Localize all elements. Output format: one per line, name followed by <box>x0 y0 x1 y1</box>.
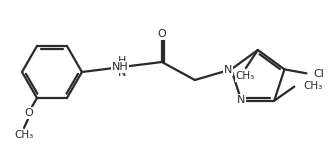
Text: Cl: Cl <box>314 69 324 79</box>
Text: H
N: H N <box>118 56 126 78</box>
Text: NH: NH <box>112 62 128 72</box>
Text: CH₃: CH₃ <box>235 71 255 81</box>
Text: CH₃: CH₃ <box>14 130 33 140</box>
Text: CH₃: CH₃ <box>303 81 322 91</box>
Text: N: N <box>237 95 246 105</box>
Text: O: O <box>157 29 166 39</box>
Text: N: N <box>224 65 233 75</box>
Text: O: O <box>25 108 33 118</box>
